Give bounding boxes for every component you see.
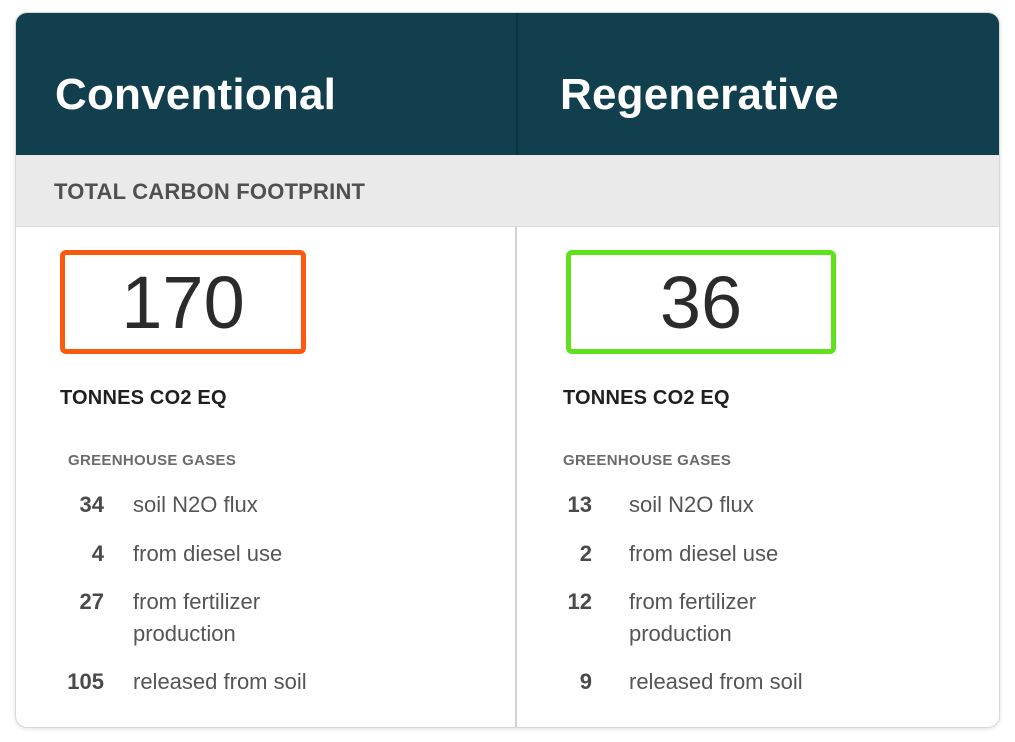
gas-value: 105 [67, 669, 104, 694]
conventional-gases-label: GREENHOUSE GASES [68, 452, 237, 469]
regenerative-gases-label: GREENHOUSE GASES [563, 452, 732, 469]
gas-value: 34 [79, 492, 104, 517]
regenerative-title: Regenerative [560, 70, 839, 119]
section-header: TOTAL CARBON FOOTPRINT [16, 155, 999, 227]
regenerative-column: 36 TONNES CO2 EQ GREENHOUSE GASES 13 soi… [563, 227, 999, 727]
conventional-title: Conventional [55, 70, 337, 119]
gas-label: from fertilizer production [629, 589, 757, 646]
conventional-total-box: 170 [60, 250, 306, 354]
section-title: TOTAL CARBON FOOTPRINT [54, 179, 366, 204]
gas-label: released from soil [629, 669, 803, 694]
gas-value: 13 [567, 492, 592, 517]
gas-label: released from soil [133, 669, 307, 694]
regenerative-unit-label: TONNES CO2 EQ [563, 387, 730, 409]
header-divider [516, 13, 518, 155]
gas-value: 9 [579, 669, 592, 694]
gas-value: 27 [79, 589, 104, 614]
gas-value: 4 [91, 541, 104, 566]
column-divider [515, 227, 517, 727]
gas-value: 12 [567, 589, 592, 614]
gas-value: 2 [579, 541, 592, 566]
gas-label: soil N2O flux [133, 492, 258, 517]
gas-label: from diesel use [629, 541, 779, 566]
comparison-header: Conventional Regenerative [16, 13, 999, 155]
conventional-unit-label: TONNES CO2 EQ [60, 387, 227, 409]
conventional-column: 170 TONNES CO2 EQ GREENHOUSE GASES 34 so… [60, 227, 500, 727]
gas-label: from diesel use [133, 541, 283, 566]
gas-label: soil N2O flux [629, 492, 754, 517]
comparison-card: Conventional Regenerative TOTAL CARBON F… [15, 12, 1000, 728]
gas-label: from fertilizer production [133, 589, 261, 646]
regenerative-total-box: 36 [566, 250, 836, 354]
